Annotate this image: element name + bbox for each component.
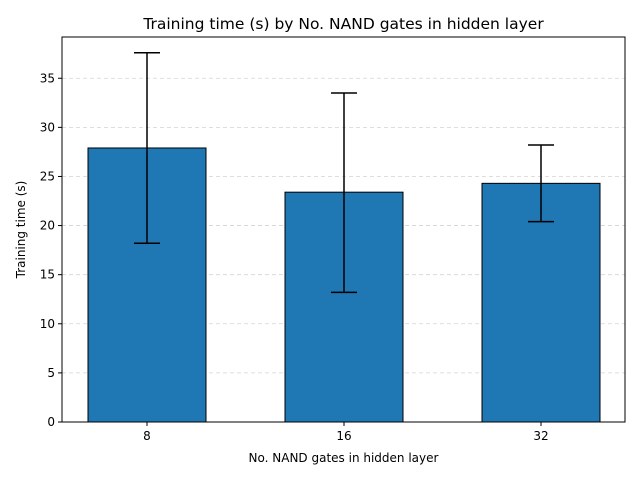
bar-32 bbox=[481, 182, 601, 423]
y-tick-label: 10 bbox=[40, 317, 55, 331]
y-tick-label: 35 bbox=[40, 71, 55, 85]
y-tick-label: 25 bbox=[40, 169, 55, 183]
x-tick-label: 16 bbox=[336, 429, 351, 443]
y-tick-label: 20 bbox=[40, 219, 55, 233]
x-axis-ticks: 8 16 32 bbox=[143, 422, 549, 443]
x-tick-label: 8 bbox=[143, 429, 151, 443]
chart-title: Training time (s) by No. NAND gates in h… bbox=[142, 15, 544, 33]
y-tick-label: 30 bbox=[40, 120, 55, 134]
x-tick-label: 32 bbox=[533, 429, 548, 443]
error-bars bbox=[134, 51, 554, 294]
y-axis-label: Training time (s) bbox=[14, 181, 28, 280]
x-axis-label: No. NAND gates in hidden layer bbox=[249, 451, 439, 465]
y-axis-ticks: 0 5 10 15 20 25 30 35 bbox=[40, 71, 62, 429]
y-tick-label: 15 bbox=[40, 268, 55, 282]
y-tick-label: 0 bbox=[47, 415, 55, 429]
y-tick-label: 5 bbox=[47, 366, 55, 380]
